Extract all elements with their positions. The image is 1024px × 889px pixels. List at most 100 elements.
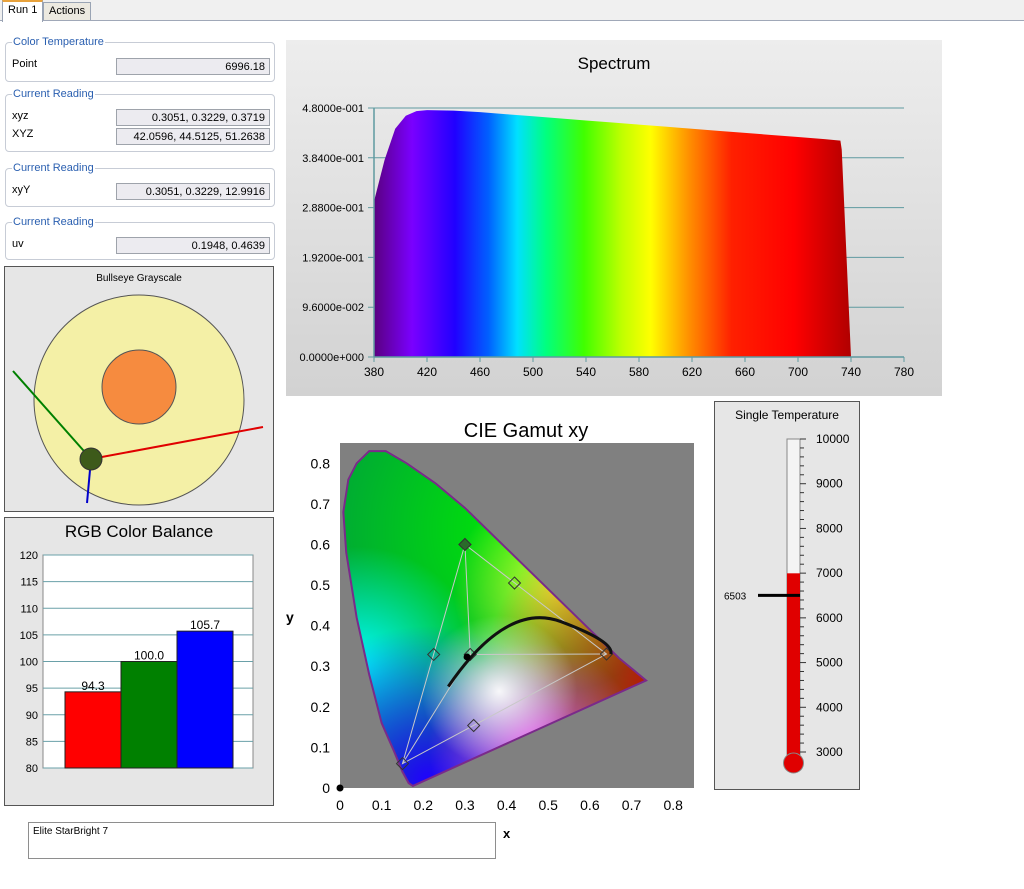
- spectrum-chart: 0.0000e+000 9.6000e-002 1.9200e-001 2.8800e…: [299, 103, 914, 379]
- cie-ytick-label: 0.3: [311, 658, 331, 674]
- cie-ytick-label: 0.4: [311, 618, 331, 634]
- group-title: Current Reading: [12, 88, 95, 100]
- spectrum-xtick-label: 460: [470, 365, 490, 379]
- spectrum-ytick-label: 4.8000e-001: [302, 103, 364, 115]
- bullseye-title: Bullseye Grayscale: [96, 273, 182, 284]
- thermometer-title: Single Temperature: [735, 408, 839, 422]
- spectrum-xtick-label: 740: [841, 365, 861, 379]
- thermometer-tick-label: 9000: [816, 477, 843, 491]
- rgb-balance-panel: RGB Color Balance 80 85 90 95 100 105 110 115 12…: [4, 517, 274, 806]
- spectrum-xtick-label: 500: [523, 365, 543, 379]
- thermometer-level: [787, 573, 800, 764]
- point-label: Point: [12, 58, 38, 70]
- uv-reading-group: Current Reading uv 0.1948, 0.4639: [5, 216, 275, 260]
- xyY-reading-group: Current Reading xyY 0.3051, 0.3229, 12.9…: [5, 162, 275, 207]
- thermometer-tick-label: 10000: [816, 432, 850, 446]
- cie-xtick-label: 0.2: [414, 797, 434, 813]
- spectrum-ytick-label: 2.8800e-001: [302, 203, 364, 215]
- rgb-ytick-label: 85: [26, 736, 38, 748]
- xyz-reading-group: Current Reading xyz 0.3051, 0.3229, 0.37…: [5, 88, 275, 152]
- color-temperature-group: Color Temperature Point 6996.18: [5, 36, 275, 82]
- cie-title: CIE Gamut xy: [463, 420, 589, 442]
- rgb-bar-blue: [176, 630, 234, 769]
- spectrum-xtick-label: 620: [682, 365, 702, 379]
- thermometer-gauge: 3000 4000 5000 6000 7000 8000 9000 10000 6503: [724, 432, 850, 774]
- spectrum-ytick-label: 3.8400e-001: [302, 153, 364, 165]
- thermometer-tick-label: 3000: [816, 745, 843, 759]
- cie-primary-target: [395, 756, 410, 771]
- bullseye-panel: Bullseye Grayscale: [4, 266, 274, 512]
- rgb-ytick-label: 80: [26, 763, 38, 775]
- thermometer-tick-label: 7000: [816, 566, 843, 580]
- spectrum-xtick-label: 780: [894, 365, 914, 379]
- thermometer-tick-label: 5000: [816, 656, 843, 670]
- cie-ytick-label: 0.5: [311, 577, 331, 593]
- cie-ytick-label: 0.1: [311, 739, 331, 755]
- rgb-balance-chart: 80 85 90 95 100 105 110 115 120 94.3 100.0 105.7: [20, 550, 254, 775]
- cie-secondary-target: [466, 718, 481, 733]
- cie-x-axis-label: x: [503, 826, 511, 841]
- cie-spectral-locus: [342, 450, 648, 788]
- white-point-marker: [79, 447, 103, 471]
- cie-xtick-label: 0.1: [372, 797, 392, 813]
- rgb-ytick-label: 90: [26, 710, 38, 722]
- green-vector: [12, 370, 92, 460]
- cie-measured-white: [463, 653, 471, 661]
- spectrum-xtick-label: 700: [788, 365, 808, 379]
- thermometer-panel: Single Temperature 3000 4000 5000 6000 7000 8…: [714, 401, 860, 790]
- cie-xtick-label: 0.4: [497, 797, 517, 813]
- spectrum-xtick-label: 660: [735, 365, 755, 379]
- rgb-ytick-label: 115: [20, 577, 38, 589]
- red-vector: [90, 426, 264, 460]
- cie-secondary-target: [507, 576, 522, 590]
- spectrum-ytick-label: 9.6000e-002: [302, 302, 364, 314]
- thermometer-target-label: 6503: [724, 591, 747, 602]
- bullseye-graphic: [12, 294, 264, 506]
- cie-panel: CIE Gamut xy 0 0.1 0.2 0.3 0.4 0.5 0.6 0.7 0.8 0 0…: [276, 418, 706, 848]
- spectrum-title: Spectrum: [577, 54, 651, 73]
- cie-xtick-label: 0.6: [580, 797, 600, 813]
- display-name-box[interactable]: Elite StarBright 7: [28, 822, 496, 859]
- spectrum-area: [374, 110, 851, 357]
- group-title: Color Temperature: [12, 36, 105, 48]
- uv-value: 0.1948, 0.4639: [116, 237, 270, 254]
- tab-bar: Run 1 Actions: [0, 0, 1024, 22]
- point-value: 6996.18: [116, 58, 270, 75]
- rgb-balance-title: RGB Color Balance: [64, 522, 214, 541]
- group-title: Current Reading: [12, 216, 95, 228]
- cie-gamut-triangle: [401, 543, 608, 765]
- cie-blackbody-curve: [447, 616, 613, 688]
- cie-secondary-target: [426, 647, 441, 662]
- thermometer-tick-label: 8000: [816, 521, 843, 535]
- spectrum-ytick-label: 1.9200e-001: [302, 252, 364, 264]
- spectrum-xtick-label: 380: [364, 365, 384, 379]
- rgb-ytick-label: 95: [26, 683, 38, 695]
- xyz-value: 0.3051, 0.3229, 0.3719: [116, 109, 270, 126]
- tab-actions[interactable]: Actions: [43, 2, 92, 20]
- rgb-bar-value-label: 105.7: [190, 618, 220, 632]
- xyY-value: 0.3051, 0.3229, 12.9916: [116, 183, 270, 200]
- XYZ-value: 42.0596, 44.5125, 51.2638: [116, 128, 270, 145]
- cie-xtick-label: 0.7: [622, 797, 642, 813]
- cie-gamut-spoke: [464, 544, 471, 655]
- bullseye-inner-ring: [101, 349, 177, 425]
- group-title: Current Reading: [12, 162, 95, 174]
- cie-chart: 0 0.1 0.2 0.3 0.4 0.5 0.6 0.7 0.8 0 0.1 0.2 0.3 0.4 0.…: [286, 443, 694, 813]
- tab-run-1[interactable]: Run 1: [2, 0, 44, 22]
- cie-origin-marker: [336, 784, 344, 792]
- rgb-ytick-label: 105: [20, 630, 38, 642]
- uv-label: uv: [12, 238, 24, 250]
- spectrum-xtick-label: 580: [629, 365, 649, 379]
- rgb-bar-green: [120, 661, 178, 769]
- thermometer-tick-label: 6000: [816, 611, 843, 625]
- rgb-ytick-label: 110: [20, 603, 38, 615]
- rgb-ytick-label: 120: [20, 550, 38, 562]
- cie-xtick-label: 0.8: [663, 797, 683, 813]
- rgb-bar-value-label: 94.3: [81, 679, 105, 693]
- cie-ytick-label: 0.7: [311, 496, 331, 512]
- thermometer-bulb: [783, 752, 804, 774]
- spectrum-ytick-label: 0.0000e+000: [299, 352, 364, 364]
- thermometer-tick-label: 4000: [816, 700, 843, 714]
- rgb-bar-value-label: 100.0: [134, 649, 164, 663]
- rgb-bar-red: [64, 691, 122, 769]
